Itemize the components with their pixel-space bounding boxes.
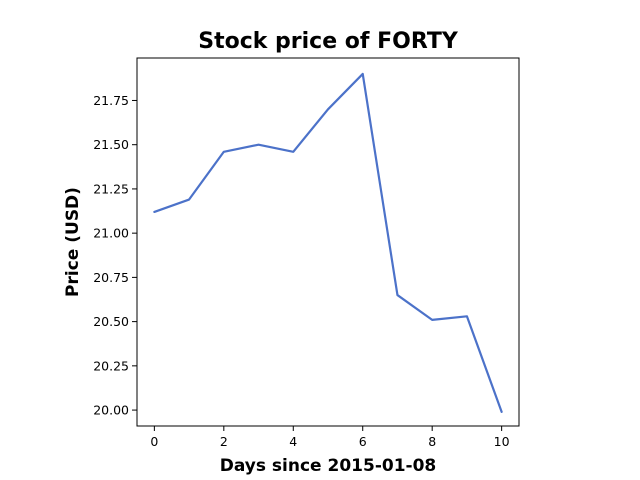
y-tick-label: 21.50 bbox=[93, 137, 129, 152]
x-tick-label: 10 bbox=[494, 434, 510, 449]
y-axis-label: Price (USD) bbox=[63, 187, 83, 297]
x-tick-label: 6 bbox=[359, 434, 367, 449]
y-tick-label: 21.00 bbox=[93, 226, 129, 241]
series-layer bbox=[153, 72, 503, 413]
y-tick-label: 20.00 bbox=[93, 403, 129, 418]
x-tick-label: 2 bbox=[220, 434, 228, 449]
x-tick-label: 0 bbox=[150, 434, 158, 449]
plot-frame bbox=[136, 57, 520, 427]
y-tick-label: 21.25 bbox=[93, 181, 129, 196]
y-tick-label: 20.25 bbox=[93, 358, 129, 373]
chart-title: Stock price of FORTY bbox=[198, 29, 459, 54]
x-axis: 0 2 4 6 8 10 bbox=[150, 426, 510, 449]
x-tick-label: 8 bbox=[428, 434, 436, 449]
y-tick-label: 20.75 bbox=[93, 270, 129, 285]
y-tick-label: 21.75 bbox=[93, 93, 129, 108]
y-tick-label: 20.50 bbox=[93, 314, 129, 329]
x-axis-label: Days since 2015-01-08 bbox=[220, 456, 437, 476]
plot-area bbox=[136, 57, 520, 427]
y-axis: 20.00 20.25 20.50 20.75 21.00 21.25 21.50 21.75 bbox=[93, 93, 137, 418]
series-line bbox=[153, 72, 503, 413]
x-tick-label: 4 bbox=[289, 434, 297, 449]
